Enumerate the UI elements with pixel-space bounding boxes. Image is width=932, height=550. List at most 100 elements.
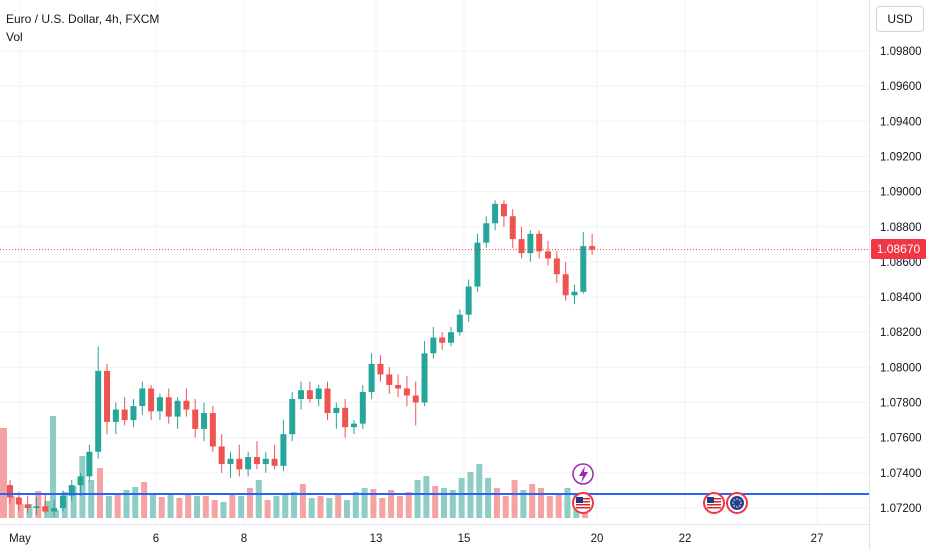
candle-up	[421, 353, 428, 403]
x-tick-label: 20	[591, 533, 604, 545]
candle-down	[192, 409, 199, 429]
symbol-title[interactable]: Euro / U.S. Dollar, 4h, FXCM	[6, 12, 160, 26]
volume-bar	[432, 486, 439, 518]
us-stripe	[707, 504, 721, 506]
candle-up	[95, 370, 102, 452]
candle-down	[589, 246, 596, 250]
volume-bar	[291, 492, 298, 518]
price-axis[interactable]: 1.09800 1.09600 1.09400 1.09200 1.09000 1.088…	[869, 0, 932, 550]
candle-up	[474, 242, 481, 287]
last-price-tag: 1.08670	[871, 239, 926, 259]
candle-up	[492, 203, 499, 224]
us-canton	[576, 497, 583, 503]
volume-bar	[273, 496, 280, 518]
eu-star	[733, 499, 736, 502]
volume-bar	[529, 484, 536, 518]
volume-bar	[8, 496, 15, 518]
volume-bar	[335, 494, 342, 518]
us-stripe	[707, 507, 721, 509]
candle-down	[253, 457, 260, 465]
volume-bar	[17, 504, 24, 518]
candle-down	[236, 458, 243, 470]
y-tick-label: 1.09200	[880, 151, 922, 163]
candle-up	[448, 332, 454, 343]
y-tick-label: 1.09800	[880, 46, 922, 58]
eu-star	[738, 499, 741, 502]
candle-up	[112, 409, 119, 422]
volume-bar	[0, 428, 7, 518]
volume-bar	[299, 484, 306, 518]
volume-bar	[370, 489, 377, 518]
candle-up	[289, 399, 296, 435]
candle-up	[59, 495, 66, 508]
volume-bar	[308, 498, 315, 518]
candle-down	[545, 251, 552, 259]
us-stripe	[576, 504, 590, 506]
candle-up	[130, 406, 137, 421]
y-tick-label: 1.08200	[880, 327, 922, 339]
x-tick-label: 27	[811, 533, 824, 545]
lightning-event-icon[interactable]	[572, 463, 594, 485]
price-chart[interactable]	[0, 0, 869, 524]
us-stripe	[576, 507, 590, 509]
volume-bar	[388, 490, 395, 518]
volume-bar	[211, 500, 218, 518]
candle-down	[24, 504, 31, 508]
volume-bar	[317, 496, 324, 518]
eu-flag-field	[730, 496, 744, 510]
candle-up	[245, 457, 252, 470]
candle-down	[536, 233, 543, 252]
candle-up	[298, 390, 305, 400]
eu-star	[733, 504, 736, 507]
candle-up	[68, 485, 75, 496]
x-tick-label: 6	[153, 533, 159, 545]
x-tick-label: May	[9, 533, 31, 545]
volume-bar	[441, 488, 447, 518]
candle-down	[500, 203, 507, 217]
candle-up	[315, 388, 322, 400]
volume-bar	[79, 456, 86, 518]
us-flag-icon[interactable]	[703, 492, 725, 514]
candle-up	[139, 388, 146, 407]
candle-down	[209, 413, 216, 447]
time-axis-labels: May 6 8 13 15 20 22 27	[9, 533, 824, 545]
x-tick-label: 8	[241, 533, 247, 545]
x-tick-label: 22	[679, 533, 692, 545]
volume-bar	[35, 491, 42, 518]
candle-down	[7, 485, 13, 498]
candle-down	[165, 397, 172, 417]
y-tick-label: 1.07400	[880, 468, 922, 480]
candle-up	[174, 400, 181, 417]
candle-up	[262, 458, 269, 465]
candle-up	[86, 451, 93, 477]
y-tick-label: 1.08400	[880, 292, 922, 304]
volume-bar	[502, 496, 509, 518]
volume-bar	[485, 478, 492, 518]
candle-up	[51, 508, 58, 512]
eu-flag-icon[interactable]	[726, 492, 748, 514]
candle-down	[509, 216, 516, 240]
volume-bar	[246, 488, 253, 518]
eu-star	[738, 504, 741, 507]
volume-bar	[511, 480, 518, 518]
time-axis[interactable]: May 6 8 13 15 20 22 27	[0, 524, 869, 550]
us-flag-icon[interactable]	[572, 492, 594, 514]
candle-down	[395, 384, 402, 389]
candle-down	[518, 239, 525, 254]
volume-bar	[476, 464, 483, 518]
volume-bar	[414, 480, 421, 518]
volume-label[interactable]: Vol	[6, 30, 23, 44]
volume-bar	[467, 472, 474, 518]
candle-down	[121, 409, 128, 421]
candle-up	[350, 423, 357, 428]
volume-bar	[449, 490, 456, 518]
volume-bar	[264, 500, 271, 518]
volume-bar	[167, 494, 174, 518]
y-tick-label: 1.07800	[880, 398, 922, 410]
candle-down	[342, 407, 349, 428]
candle-down	[412, 395, 419, 403]
currency-button[interactable]: USD	[876, 6, 924, 32]
volume-bar	[141, 482, 148, 518]
candle-down	[148, 388, 155, 412]
